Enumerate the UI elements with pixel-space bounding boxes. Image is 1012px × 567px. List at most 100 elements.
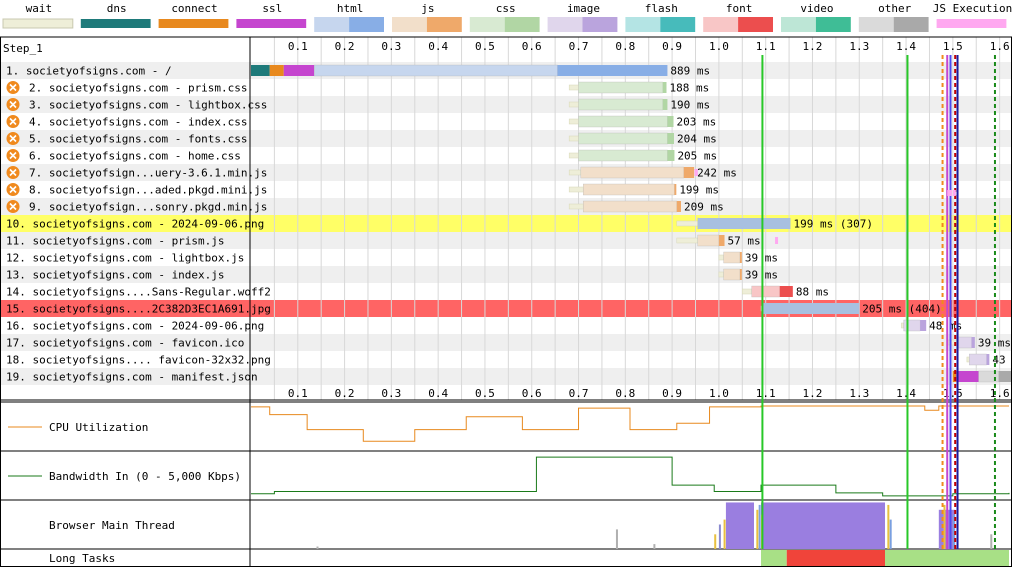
axis-tick-top: 1.0	[709, 40, 729, 53]
legend-label-css: css	[496, 2, 516, 15]
bar-download	[739, 269, 742, 280]
table-row	[0, 198, 1012, 215]
main-thread-spike	[990, 534, 993, 549]
legend-label-js: js	[421, 2, 434, 15]
request-label: 4. societyofsigns.com - index.css	[29, 116, 248, 129]
bar-wait	[568, 101, 579, 108]
legend-swatch	[80, 19, 151, 28]
legend-swatch-dark	[582, 17, 618, 32]
bar-download	[971, 337, 975, 348]
bar-wait	[568, 118, 579, 125]
request-label: 12. societyofsigns.com - lightbox.js	[6, 252, 244, 265]
axis-tick-top: 0.2	[335, 40, 355, 53]
render-blocking-icon-cross	[9, 100, 17, 109]
axis-tick-top: 1.1	[756, 40, 776, 53]
axis-tick-top: 0.9	[662, 40, 682, 53]
axis-tick-top: 1.5	[943, 40, 963, 53]
bar-ttfb	[314, 64, 558, 77]
request-time: 48 ms	[929, 320, 962, 333]
request-label: 7. societyofsign...uery-3.6.1.min.js	[29, 167, 267, 180]
request-label: 10. societyofsigns.com - 2024-09-06.png	[6, 218, 264, 231]
request-time: 88 ms	[796, 286, 829, 299]
table-row	[0, 249, 1012, 266]
bar-wait	[568, 169, 582, 176]
legend-label-image: image	[567, 2, 600, 15]
render-blocking-icon-cross	[9, 202, 17, 211]
bar-ttfb	[583, 200, 677, 213]
axis-tick-top: 1.4	[896, 40, 916, 53]
request-time: 203 ms	[677, 116, 717, 129]
bar-ttfb	[583, 183, 675, 196]
main-thread-spike	[943, 504, 946, 549]
bar-wait	[568, 203, 584, 210]
step-title: Step_1	[3, 42, 43, 55]
request-time: 199 ms (307)	[793, 218, 872, 231]
request-label: 9. societyofsign...sonry.pkgd.min.js	[29, 201, 267, 214]
bar-download	[662, 82, 667, 93]
legend-swatch	[236, 19, 307, 28]
main-thread-spike	[889, 519, 892, 549]
bar-download	[667, 150, 675, 161]
bar-wait	[742, 288, 752, 295]
legend-label-ssl: ssl	[262, 2, 282, 15]
legend-swatch-light	[314, 17, 350, 32]
bar-download	[986, 354, 990, 365]
legend-label-html: html	[337, 2, 364, 15]
legend-label-connect: connect	[171, 2, 217, 15]
request-time: 39 ms	[745, 252, 778, 265]
bar-ttfb	[903, 319, 921, 332]
axis-tick-bottom: 0.9	[662, 387, 682, 400]
request-label: 1. societyofsigns.com - /	[6, 65, 172, 78]
bar-ssl	[956, 371, 979, 382]
legend-swatch-light	[703, 17, 739, 32]
table-row	[0, 79, 1012, 96]
table-row	[0, 334, 1012, 351]
request-time: 43 ms	[992, 354, 1012, 367]
table-row	[0, 300, 1012, 317]
main-thread-spike	[316, 546, 319, 549]
legend-label-other: other	[878, 2, 911, 15]
bar-wait	[718, 271, 724, 278]
axis-tick-top: 0.3	[381, 40, 401, 53]
bar-wait	[568, 135, 579, 142]
table-row	[0, 130, 1012, 147]
main-thread-spike	[952, 514, 955, 549]
axis-tick-bottom: 1.3	[849, 387, 869, 400]
bar-js-exec	[775, 237, 779, 244]
request-label: 16. societyofsigns.com - 2024-09-06.png	[6, 320, 264, 333]
axis-tick-bottom: 1.1	[756, 387, 776, 400]
table-row	[0, 96, 1012, 113]
table-row	[0, 266, 1012, 283]
request-label: 11. societyofsigns.com - prism.js	[6, 235, 225, 248]
axis-tick-top: 1.2	[803, 40, 823, 53]
bar-connect	[269, 65, 284, 76]
request-time: 209 ms	[684, 201, 724, 214]
axis-tick-top: 1.6	[990, 40, 1010, 53]
bar-connect	[952, 371, 957, 382]
bar-download	[674, 184, 677, 195]
request-label: 8. societyofsign...aded.pkgd.mini.js	[29, 184, 267, 197]
table-row	[0, 368, 1012, 385]
axis-tick-bottom: 1.0	[709, 387, 729, 400]
table-row	[0, 232, 1012, 249]
request-time: 204 ms	[677, 133, 717, 146]
legend-swatch-dark	[349, 17, 384, 32]
bar-ttfb	[956, 336, 972, 349]
bar-ttfb	[578, 132, 668, 145]
axis-tick-bottom: 1.2	[803, 387, 823, 400]
long-task-segment	[761, 550, 787, 567]
legend-swatch-dark	[815, 17, 851, 32]
main-thread-spike	[718, 524, 721, 549]
main-thread-spike	[723, 519, 726, 549]
bar-download	[662, 99, 668, 110]
table-row	[0, 113, 1012, 130]
bar-download	[557, 65, 668, 76]
bar-wait	[568, 152, 579, 159]
axis-tick-top: 0.5	[475, 40, 495, 53]
request-label: 19. societyofsigns.com - manifest.json	[6, 371, 258, 384]
main-thread-spike	[756, 509, 759, 549]
bar-download	[920, 320, 927, 331]
legend-swatch-light	[392, 17, 427, 32]
bar-ttfb	[723, 251, 741, 264]
